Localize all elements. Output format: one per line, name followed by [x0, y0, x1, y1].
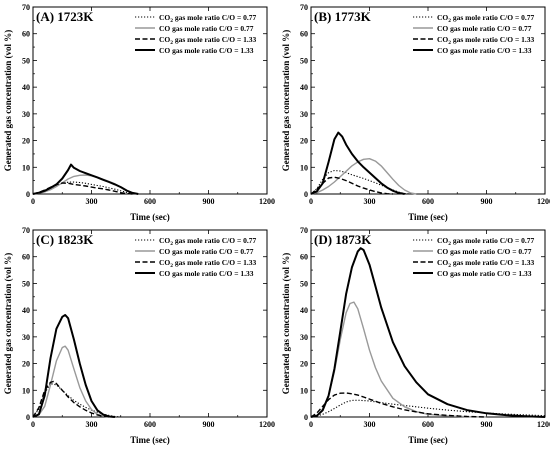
y-axis-title: Generated gas concentration (vol %) — [3, 253, 13, 394]
y-tick-label: 70 — [300, 226, 308, 235]
legend-label: CO gas mole ratio C/O = 0.77 — [159, 24, 254, 33]
panel-title: (D) 1873K — [314, 232, 372, 247]
y-tick-label: 60 — [22, 30, 30, 39]
series-line-2 — [32, 345, 110, 418]
y-axis-title: Generated gas concentration (vol %) — [281, 30, 291, 171]
panel-title: (B) 1773K — [314, 9, 372, 24]
legend-label: CO2 gas mole ratio C/O = 0.77 — [159, 13, 256, 24]
y-tick-label: 10 — [22, 386, 30, 395]
y-tick-label: 40 — [22, 306, 30, 315]
x-tick-label: 0 — [31, 197, 35, 206]
x-tick-label: 0 — [31, 420, 35, 429]
legend-label: CO2 gas mole ratio C/O = 0.77 — [437, 13, 534, 24]
series-line-2 — [310, 157, 417, 195]
x-tick-label: 900 — [203, 197, 215, 206]
legend-label: CO2 gas mole ratio C/O = 1.33 — [437, 35, 534, 46]
x-tick-label: 900 — [203, 420, 215, 429]
chart-panel-1: 0 300 600 900 1200 0 10 20 30 40 50 60 70 Time (sec) G… — [3, 3, 275, 222]
x-axis-title: Time (sec) — [130, 435, 170, 445]
x-tick-label: 300 — [86, 420, 98, 429]
series-line-3 — [32, 380, 115, 418]
y-tick-label: 50 — [22, 56, 30, 65]
x-tick-label: 600 — [144, 420, 156, 429]
chart-panel-2: 0 300 600 900 1200 0 10 20 30 40 50 60 70 Time (sec) G… — [281, 3, 550, 222]
legend-label: CO2 gas mole ratio C/O = 1.33 — [437, 258, 534, 269]
y-tick-label: 40 — [300, 83, 308, 92]
x-tick-label: 600 — [422, 420, 434, 429]
y-tick-label: 10 — [22, 163, 30, 172]
x-tick-label: 0 — [309, 197, 313, 206]
y-tick-label: 50 — [300, 279, 308, 288]
x-tick-label: 1200 — [259, 197, 275, 206]
x-tick-label: 600 — [144, 197, 156, 206]
x-tick-label: 300 — [364, 197, 376, 206]
x-tick-label: 1200 — [259, 420, 275, 429]
x-axis-title: Time (sec) — [408, 212, 448, 222]
legend-label: CO gas mole ratio C/O = 0.77 — [437, 247, 532, 256]
y-tick-label: 70 — [300, 3, 308, 12]
y-tick-label: 30 — [22, 333, 30, 342]
legend-label: CO gas mole ratio C/O = 1.33 — [437, 269, 532, 278]
chart-panel-4: 0 300 600 900 1200 0 10 20 30 40 50 60 70 Time (sec) G… — [281, 226, 550, 445]
y-tick-label: 0 — [304, 190, 308, 199]
series-line-2 — [310, 301, 487, 418]
y-tick-label: 30 — [22, 110, 30, 119]
y-axis-title: Generated gas concentration (vol %) — [281, 253, 291, 394]
y-tick-label: 40 — [300, 306, 308, 315]
legend-label: CO2 gas mole ratio C/O = 1.33 — [159, 258, 256, 269]
y-tick-label: 20 — [22, 137, 30, 146]
legend-label: CO2 gas mole ratio C/O = 0.77 — [159, 236, 256, 247]
x-axis-title: Time (sec) — [408, 435, 448, 445]
legend-label: CO gas mole ratio C/O = 1.33 — [159, 46, 254, 55]
y-tick-label: 0 — [304, 413, 308, 422]
x-axis-title: Time (sec) — [130, 212, 170, 222]
series-line-2 — [32, 174, 139, 195]
chart-panel-3: 0 300 600 900 1200 0 10 20 30 40 50 60 70 Time (sec) G… — [3, 226, 275, 445]
y-tick-label: 50 — [22, 279, 30, 288]
y-tick-label: 40 — [22, 83, 30, 92]
y-tick-label: 0 — [26, 413, 30, 422]
y-tick-label: 10 — [300, 163, 308, 172]
panel-title: (A) 1723K — [36, 9, 94, 24]
series-line-3 — [310, 392, 487, 418]
y-tick-label: 70 — [22, 3, 30, 12]
series-line-4 — [310, 247, 546, 418]
x-tick-label: 0 — [309, 420, 313, 429]
x-tick-label: 900 — [481, 420, 493, 429]
panel-title: (C) 1823K — [36, 232, 94, 247]
y-tick-label: 30 — [300, 333, 308, 342]
series-line-3 — [310, 176, 393, 195]
legend-label: CO gas mole ratio C/O = 1.33 — [159, 269, 254, 278]
x-tick-label: 300 — [86, 197, 98, 206]
y-tick-label: 30 — [300, 110, 308, 119]
y-tick-label: 60 — [300, 30, 308, 39]
series-line-4 — [32, 314, 115, 418]
y-tick-label: 20 — [300, 360, 308, 369]
x-tick-label: 600 — [422, 197, 434, 206]
legend-label: CO2 gas mole ratio C/O = 0.77 — [437, 236, 534, 247]
series-line-4 — [310, 131, 405, 195]
y-tick-label: 20 — [22, 360, 30, 369]
y-axis-title: Generated gas concentration (vol %) — [3, 30, 13, 171]
legend-label: CO gas mole ratio C/O = 1.33 — [437, 46, 532, 55]
y-tick-label: 20 — [300, 137, 308, 146]
legend-label: CO gas mole ratio C/O = 0.77 — [159, 247, 254, 256]
legend-label: CO gas mole ratio C/O = 0.77 — [437, 24, 532, 33]
x-tick-label: 1200 — [537, 197, 550, 206]
series-line-4 — [32, 163, 139, 195]
legend-label: CO2 gas mole ratio C/O = 1.33 — [159, 35, 256, 46]
y-tick-label: 60 — [300, 253, 308, 262]
x-tick-label: 300 — [364, 420, 376, 429]
y-tick-label: 70 — [22, 226, 30, 235]
y-tick-label: 50 — [300, 56, 308, 65]
x-tick-label: 1200 — [537, 420, 550, 429]
x-tick-label: 900 — [481, 197, 493, 206]
y-tick-label: 60 — [22, 253, 30, 262]
y-tick-label: 10 — [300, 386, 308, 395]
y-tick-label: 0 — [26, 190, 30, 199]
